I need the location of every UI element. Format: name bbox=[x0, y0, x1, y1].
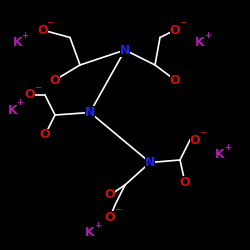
Text: O: O bbox=[105, 211, 115, 224]
Text: −: − bbox=[114, 206, 121, 214]
Text: O: O bbox=[25, 88, 35, 102]
Text: −: − bbox=[179, 18, 186, 27]
Text: K: K bbox=[85, 226, 95, 239]
Text: K: K bbox=[195, 36, 205, 49]
Text: K: K bbox=[8, 104, 17, 117]
Text: +: + bbox=[22, 30, 29, 40]
Text: O: O bbox=[105, 188, 115, 202]
Text: O: O bbox=[180, 176, 190, 189]
Text: +: + bbox=[94, 220, 101, 230]
Text: O: O bbox=[37, 24, 48, 36]
Text: N: N bbox=[145, 156, 155, 169]
Text: −: − bbox=[46, 18, 54, 27]
Text: K: K bbox=[13, 36, 22, 49]
Text: O: O bbox=[170, 24, 180, 36]
Text: N: N bbox=[120, 44, 130, 57]
Text: O: O bbox=[170, 74, 180, 86]
Text: K: K bbox=[215, 148, 225, 162]
Text: +: + bbox=[204, 30, 211, 40]
Text: +: + bbox=[16, 98, 24, 107]
Text: −: − bbox=[34, 83, 41, 92]
Text: N: N bbox=[85, 106, 95, 119]
Text: −: − bbox=[199, 128, 206, 137]
Text: O: O bbox=[190, 134, 200, 146]
Text: O: O bbox=[50, 74, 60, 86]
Text: +: + bbox=[224, 143, 231, 152]
Text: O: O bbox=[40, 128, 50, 141]
